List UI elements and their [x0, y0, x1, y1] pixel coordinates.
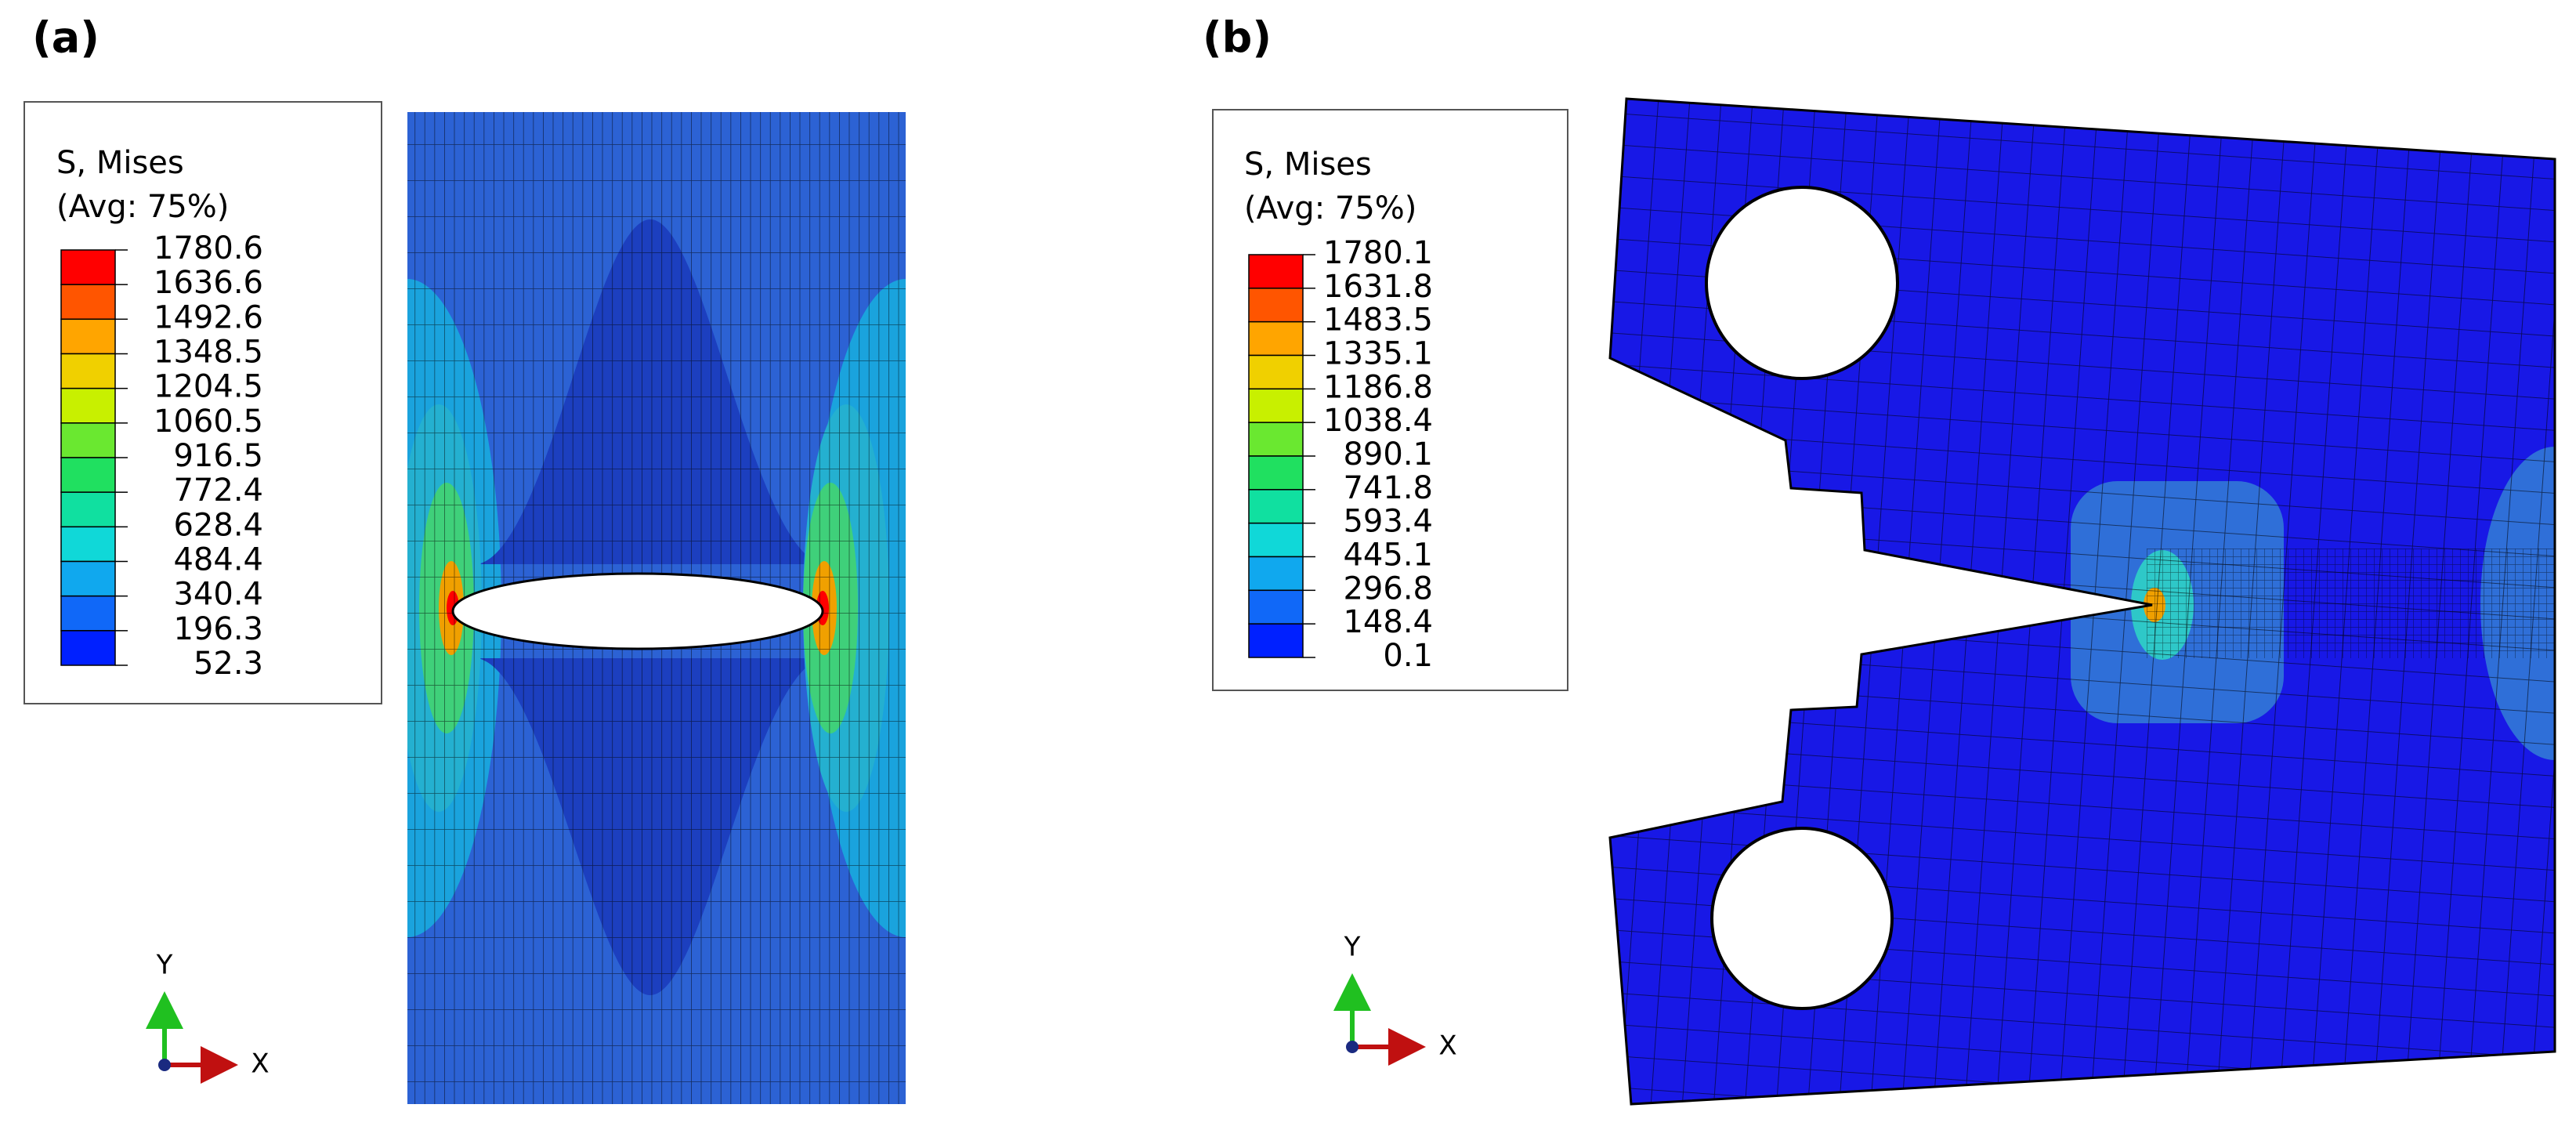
mesh-a [407, 112, 906, 1104]
legend-value: 1348.5 [154, 335, 263, 371]
legend-value: 445.1 [1343, 538, 1433, 574]
legend-title: (Avg: 75%) [56, 189, 229, 225]
color-swatch [1248, 589, 1304, 625]
color-swatch [1248, 320, 1304, 357]
legend-value: 484.4 [173, 542, 263, 578]
legend-value: 1780.1 [1323, 235, 1433, 271]
panel-label: (a) [32, 13, 99, 63]
hole [1710, 827, 1894, 1010]
legend-value: 0.1 [1383, 638, 1433, 674]
axis-y-label: Y [156, 950, 173, 981]
legend-value: 1186.8 [1323, 369, 1433, 405]
legend-value: 1631.8 [1323, 269, 1433, 305]
color-swatch [60, 595, 116, 632]
color-swatch [1248, 254, 1304, 289]
color-swatch [1248, 354, 1304, 390]
legend-value: 340.4 [173, 577, 263, 613]
color-swatch [60, 249, 116, 285]
legend-value: 1060.5 [154, 404, 263, 440]
axis-origin [158, 1059, 171, 1071]
legend-value: 1636.6 [154, 265, 263, 301]
axis-y-label: Y [1344, 932, 1361, 963]
legend-value: 1038.4 [1323, 403, 1433, 439]
legend-title: S, Mises [1244, 147, 1372, 183]
axis-origin [1346, 1041, 1359, 1053]
mesh-b-outline [1608, 97, 2556, 1106]
legend-value: 296.8 [1343, 570, 1433, 607]
color-swatch [60, 630, 116, 666]
color-swatch [60, 387, 116, 424]
color-swatch [1248, 288, 1304, 323]
legend-value: 1335.1 [1323, 336, 1433, 372]
legend-title: (Avg: 75%) [1244, 190, 1416, 226]
legend-value: 1492.6 [154, 299, 263, 335]
legend-value: 196.3 [173, 611, 263, 647]
legend-value: 593.4 [1343, 504, 1433, 540]
color-swatch [1248, 489, 1304, 524]
color-swatch [1248, 556, 1304, 592]
color-swatch [60, 353, 116, 389]
color-swatch [60, 422, 116, 458]
color-swatch [60, 526, 116, 563]
legend-value: 1780.6 [154, 230, 263, 266]
color-swatch [60, 457, 116, 493]
axis-x-label: X [251, 1048, 269, 1080]
color-swatch [1248, 422, 1304, 457]
legend-value: 890.1 [1343, 436, 1433, 473]
hole [1705, 186, 1899, 380]
legend-value: 148.4 [1343, 604, 1433, 640]
color-swatch [60, 284, 116, 320]
color-swatch [1248, 522, 1304, 558]
color-swatch [60, 491, 116, 528]
axis-x-label: X [1438, 1030, 1456, 1062]
legend-title: S, Mises [56, 145, 184, 181]
legend-value: 916.5 [173, 438, 263, 474]
color-swatch [60, 560, 116, 597]
color-swatch [1248, 388, 1304, 423]
color-swatch [1248, 623, 1304, 658]
legend-value: 1483.5 [1323, 302, 1433, 339]
legend-value: 772.4 [173, 473, 263, 509]
legend-value: 1204.5 [154, 369, 263, 405]
legend-value: 741.8 [1343, 470, 1433, 506]
panel-label: (b) [1203, 13, 1272, 63]
legend-value: 52.3 [194, 646, 263, 682]
color-swatch [1248, 455, 1304, 491]
color-swatch [60, 318, 116, 355]
legend-value: 628.4 [173, 507, 263, 543]
